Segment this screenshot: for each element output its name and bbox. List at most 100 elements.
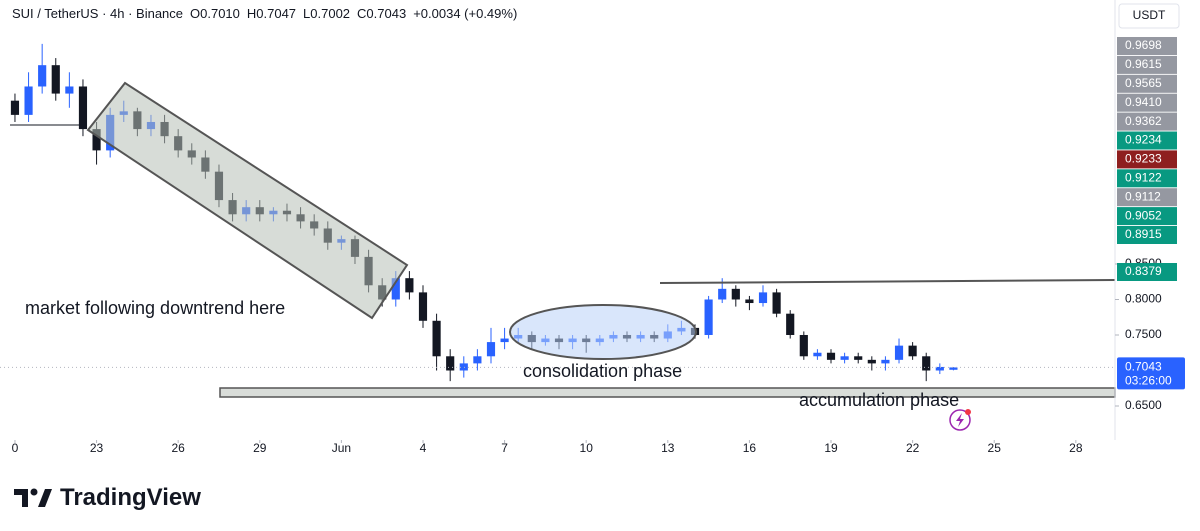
ohlc: C0.7043 [357, 6, 407, 21]
candle-body [51, 65, 60, 94]
ohlc: H0.7047 [246, 6, 297, 21]
legend-header: SUI / TetherUS · 4h · Binance O0.7010 H0… [12, 6, 517, 21]
candle-body [704, 299, 713, 335]
candle-body [432, 320, 441, 357]
candle-body [731, 288, 740, 300]
candle-body [405, 278, 414, 293]
line-tag [1117, 263, 1177, 281]
price-tag-label: 0.9362 [1125, 114, 1162, 128]
candle-body [38, 65, 47, 87]
candle-body [391, 278, 400, 300]
price-tag [1117, 226, 1177, 244]
price-tag-label: 0.9122 [1125, 170, 1162, 184]
candle-body [840, 356, 849, 360]
annotation: market following downtrend here [25, 298, 285, 318]
candle-body [745, 299, 754, 304]
last-price-tag [1117, 357, 1185, 390]
candle-body [446, 356, 455, 371]
alert-icon-bolt [956, 413, 964, 427]
price-tag-label: 0.9698 [1125, 38, 1162, 52]
price-tag [1117, 188, 1177, 207]
candle-body [459, 363, 468, 371]
currency-button[interactable] [1118, 3, 1180, 29]
candle-body [78, 86, 88, 130]
candle-body [758, 292, 768, 304]
candle-body [418, 292, 428, 321]
x-tick-label: 26 [171, 441, 185, 455]
price-tag-label: 0.8915 [1125, 227, 1162, 241]
currency-label: USDT [1133, 8, 1166, 22]
x-tick-label: 23 [90, 441, 104, 455]
annotation: consolidation phase [523, 361, 682, 381]
price-tag-label: 0.9234 [1125, 133, 1162, 147]
candle-body [867, 359, 876, 364]
candle-body [486, 342, 496, 357]
candle-body [92, 129, 101, 151]
symbol: SUI / TetherUS · 4h · Binance [12, 6, 184, 21]
x-tick-label: 4 [420, 441, 427, 455]
candle-body [786, 313, 795, 335]
x-tick-label: Jun [332, 441, 351, 455]
y-tick-label: 0.8000 [1125, 292, 1162, 306]
candle-body [813, 352, 822, 357]
price-tag [1117, 207, 1177, 226]
resistance-line [659, 279, 1116, 284]
candle-body [908, 345, 917, 357]
brand: TradingView [14, 484, 201, 512]
x-tick-label: 10 [580, 441, 594, 455]
brand-logo [14, 488, 52, 507]
candle-body [894, 345, 904, 360]
x-tick-label: 28 [1069, 441, 1083, 455]
x-tick-label: 13 [661, 441, 675, 455]
y-tick-label: 0.7500 [1125, 327, 1162, 341]
candle-body [718, 288, 727, 300]
price-tag-label: 0.9410 [1125, 95, 1162, 109]
ohlc: L0.7002 [303, 6, 351, 21]
change: +0.0034 (+0.49%) [413, 6, 518, 21]
support-band [219, 387, 1116, 398]
countdown: 03:26:00 [1125, 374, 1172, 388]
x-tick-label: 16 [743, 441, 757, 455]
x-tick-label: 25 [988, 441, 1002, 455]
x-tick-label: 29 [253, 441, 267, 455]
candle-body [772, 292, 781, 314]
candle-body [854, 356, 863, 360]
price-tag [1117, 93, 1177, 112]
candle-body [881, 359, 890, 364]
alert-dot [965, 409, 971, 415]
price-tag-label: 0.9615 [1125, 57, 1162, 71]
candle-body [922, 356, 931, 371]
candle-body [935, 366, 944, 371]
candle-body [500, 338, 509, 343]
price-tag [1117, 55, 1177, 74]
last-price-label: 0.7043 [1125, 360, 1162, 374]
price-tag [1117, 150, 1177, 169]
candle-body [473, 356, 482, 364]
x-tick-label: 19 [824, 441, 838, 455]
downtrend-channel [86, 81, 409, 320]
ohlc: O0.7010 [190, 6, 240, 21]
candle-body [826, 352, 836, 360]
price-tag [1117, 37, 1177, 55]
candle-body [799, 334, 808, 357]
price-tag-label: 0.9565 [1125, 76, 1162, 90]
candle-body [10, 100, 20, 115]
annotation: accumulation phase [799, 390, 959, 410]
candle-body [65, 86, 74, 94]
price-tag [1117, 169, 1177, 188]
candle-body [949, 367, 958, 370]
price-tag-label: 0.9233 [1125, 152, 1162, 166]
price-tag [1117, 112, 1177, 131]
price-tag [1117, 131, 1177, 150]
x-tick-label: 7 [501, 441, 508, 455]
price-tag-label: 0.9052 [1125, 208, 1162, 222]
x-tick-label: 0 [12, 441, 19, 455]
consolidation-ellipse [509, 304, 697, 360]
price-tag-label: 0.9112 [1125, 189, 1161, 203]
line-tag-label: 0.8379 [1125, 264, 1162, 278]
x-tick-label: 22 [906, 441, 920, 455]
y-tick-label: 0.6500 [1125, 398, 1162, 412]
chart: market following downtrend here consolid… [0, 0, 1185, 455]
price-tag [1117, 74, 1177, 93]
